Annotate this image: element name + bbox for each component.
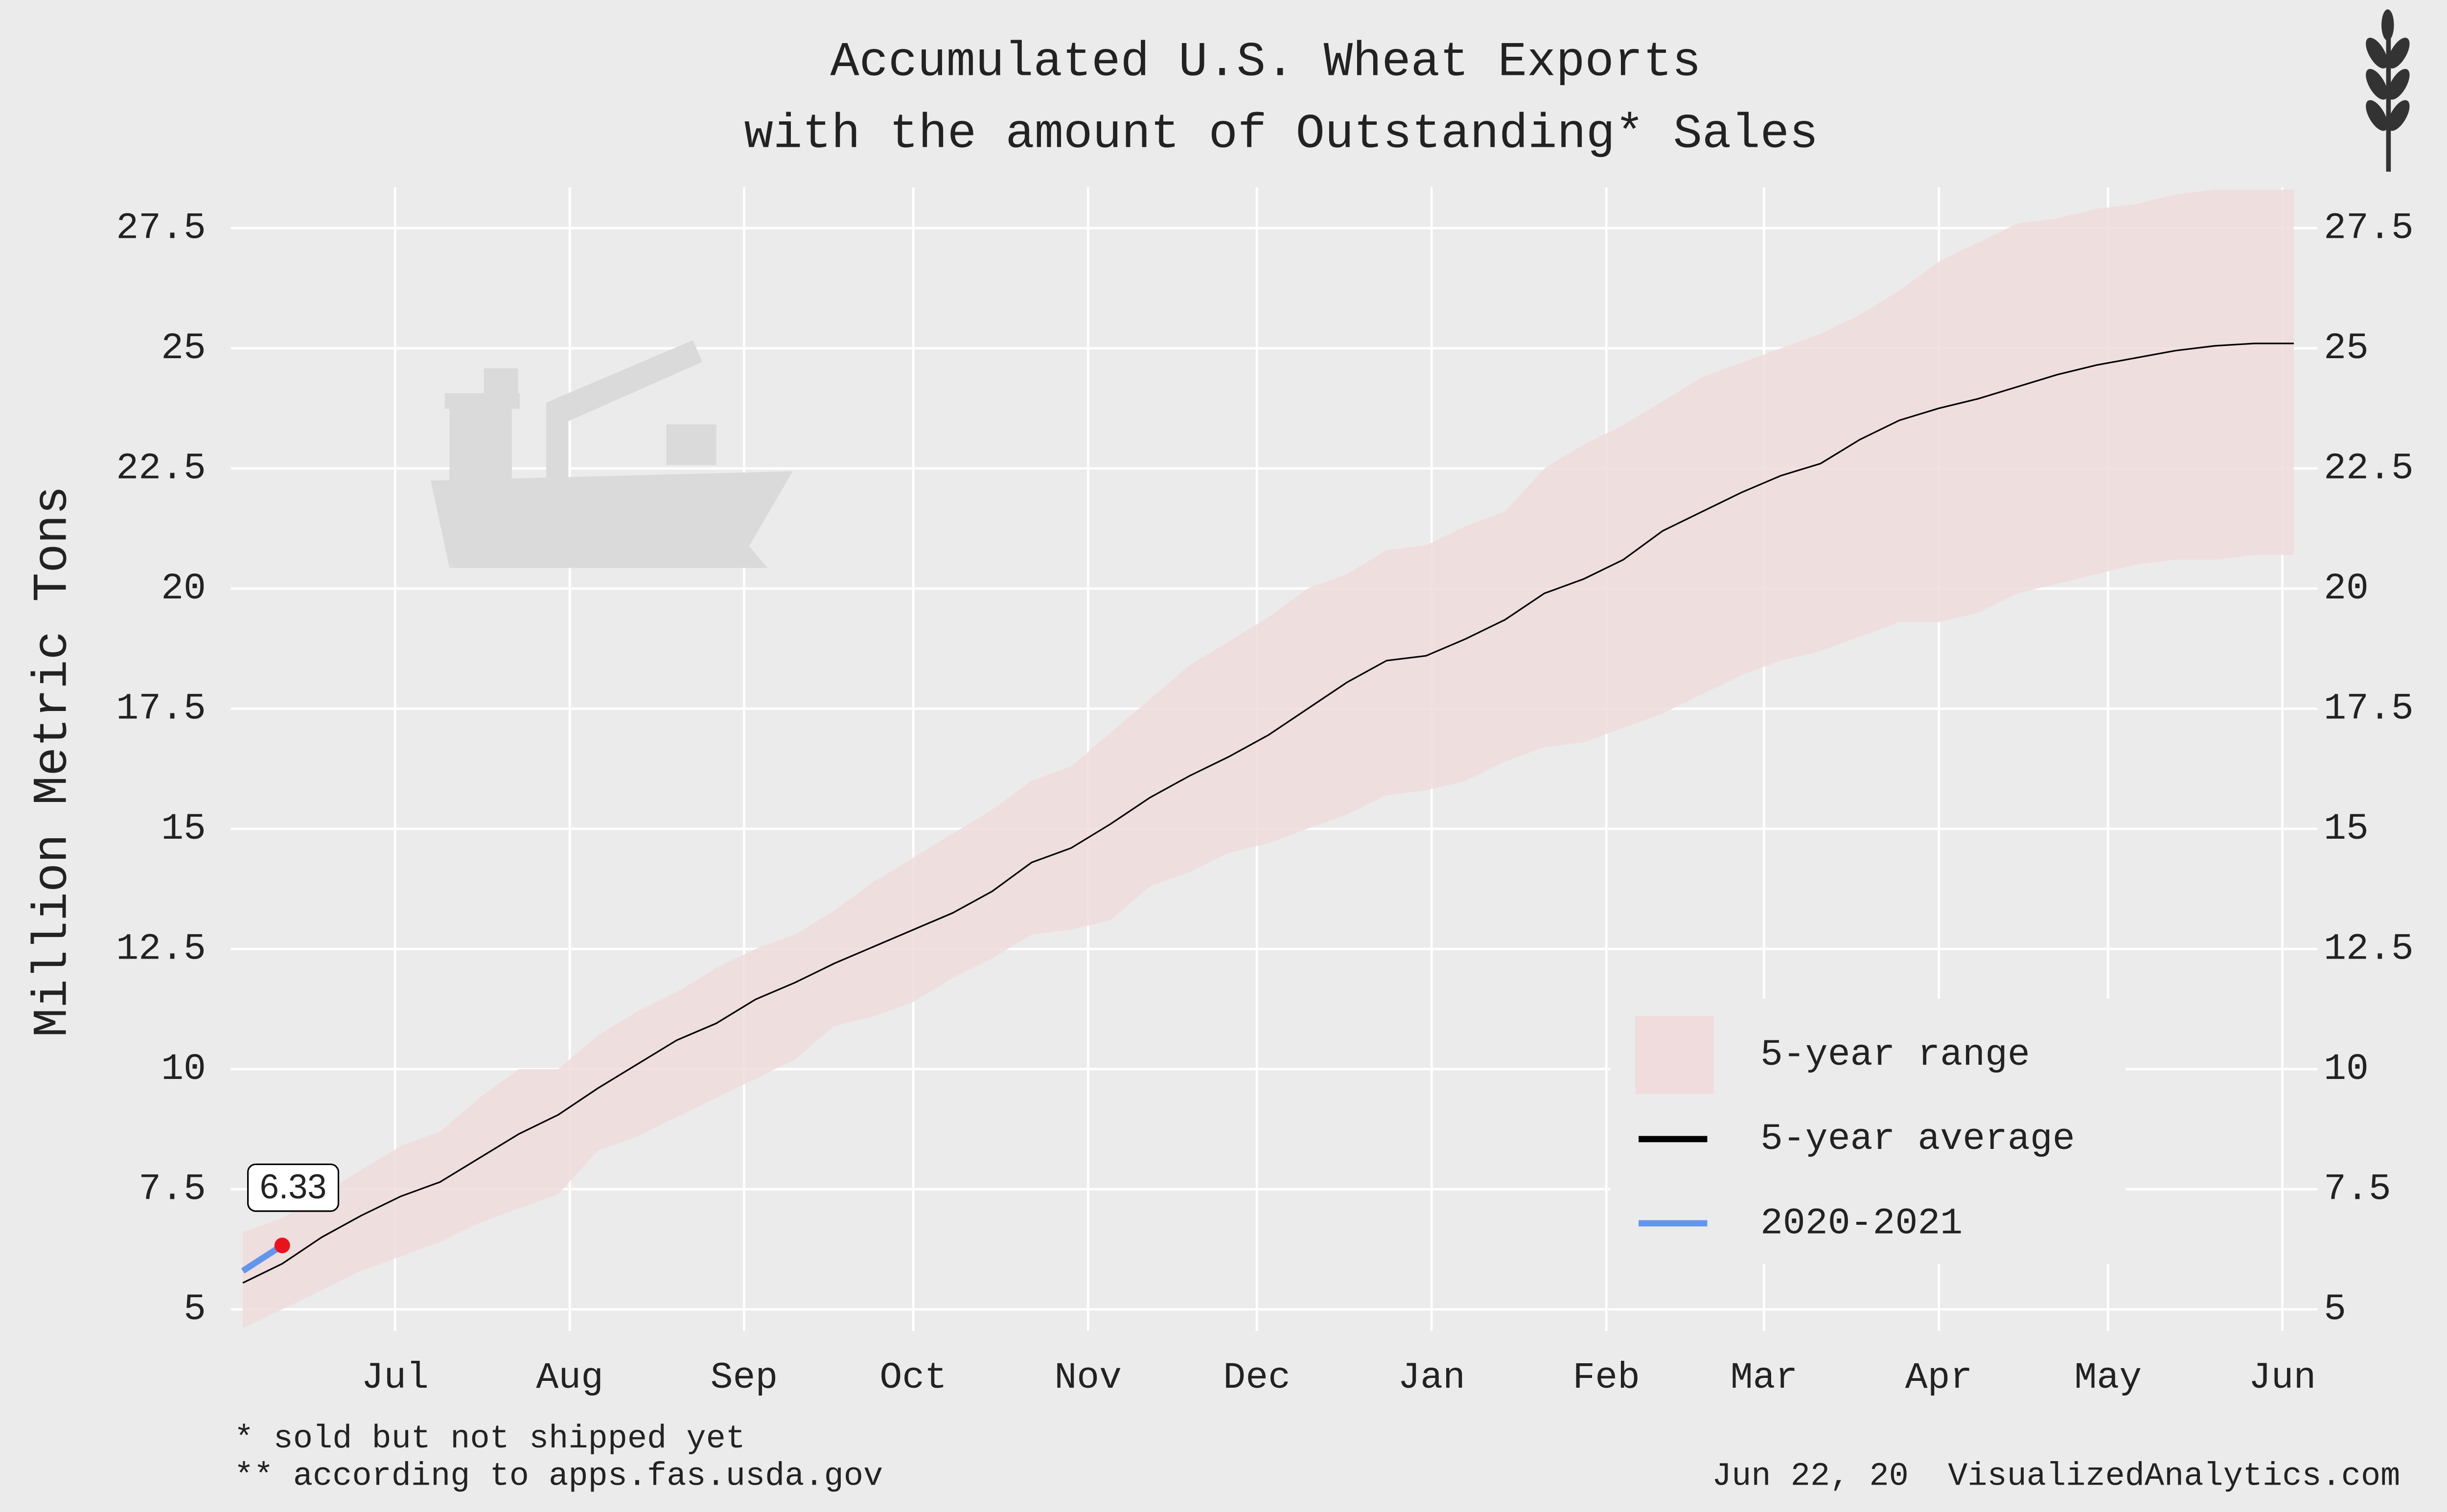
y2-tick-label: 12.5 xyxy=(2324,928,2414,970)
value-label: 6.33 xyxy=(260,1167,327,1206)
y-tick-label: 15 xyxy=(161,807,206,850)
y-tick-label: 5 xyxy=(184,1288,206,1330)
plot-area: 6.33 xyxy=(231,187,2318,1331)
y-tick-label: 20 xyxy=(161,567,206,610)
y-tick-label: 22.5 xyxy=(116,447,206,489)
value-label-box xyxy=(247,1163,340,1212)
chart-title: Accumulated U.S. Wheat Exports xyxy=(830,35,1701,90)
y2-tick-label: 17.5 xyxy=(2324,687,2414,730)
last-point xyxy=(274,1237,290,1254)
series-line xyxy=(241,1242,284,1274)
x-tick-label: Jan xyxy=(1398,1356,1465,1399)
source: Jun 22, 20 VisualizedAnalytics.com xyxy=(1712,1458,2400,1495)
y2-tick-label: 10 xyxy=(2324,1048,2369,1090)
y-tick-label: 17.5 xyxy=(116,687,206,730)
x-tick-label: Oct xyxy=(879,1356,947,1399)
series-line xyxy=(242,343,2294,1284)
y2-tick-label: 15 xyxy=(2324,807,2369,850)
y-tick-label: 10 xyxy=(161,1048,206,1090)
x-tick-label: Jul xyxy=(361,1356,429,1399)
legend-label: 2020-2021 xyxy=(1760,1202,1962,1244)
y2-tick-label: 20 xyxy=(2324,567,2369,610)
x-tick-label: Feb xyxy=(1572,1356,1640,1399)
x-tick-label: Dec xyxy=(1223,1356,1291,1399)
y2-tick-label: 22.5 xyxy=(2324,447,2414,489)
x-tick-label: Jun xyxy=(2249,1356,2316,1399)
range-band xyxy=(243,189,2294,1329)
footnote: * sold but not shipped yet xyxy=(234,1420,745,1458)
legend-label: 5-year range xyxy=(1760,1033,2030,1076)
x-tick-label: Apr xyxy=(1905,1356,1973,1399)
y2-tick-label: 5 xyxy=(2324,1288,2346,1330)
y-tick-label: 7.5 xyxy=(139,1168,206,1211)
y-tick-label: 27.5 xyxy=(116,206,206,249)
y-tick-label: 12.5 xyxy=(116,928,206,970)
ship-icon xyxy=(431,340,793,568)
legend-label: 5-year average xyxy=(1760,1118,2075,1160)
x-tick-label: Nov xyxy=(1054,1356,1122,1399)
x-tick-label: Aug xyxy=(536,1356,603,1399)
footnote: ** according to apps.fas.usda.gov xyxy=(234,1458,883,1495)
chart-subtitle: with the amount of Outstanding* Sales xyxy=(744,107,1819,161)
x-tick-label: Sep xyxy=(711,1356,778,1399)
y2-tick-label: 7.5 xyxy=(2324,1168,2391,1211)
x-tick-label: May xyxy=(2074,1356,2142,1399)
x-tick-label: Mar xyxy=(1731,1356,1798,1399)
y2-tick-label: 25 xyxy=(2324,327,2369,369)
y-axis-label: Million Metric Tons xyxy=(26,486,81,1037)
y-tick-label: 25 xyxy=(161,327,206,369)
legend-swatch xyxy=(1635,1015,1714,1094)
wheat-icon xyxy=(2366,9,2410,172)
y2-tick-label: 27.5 xyxy=(2324,206,2414,249)
